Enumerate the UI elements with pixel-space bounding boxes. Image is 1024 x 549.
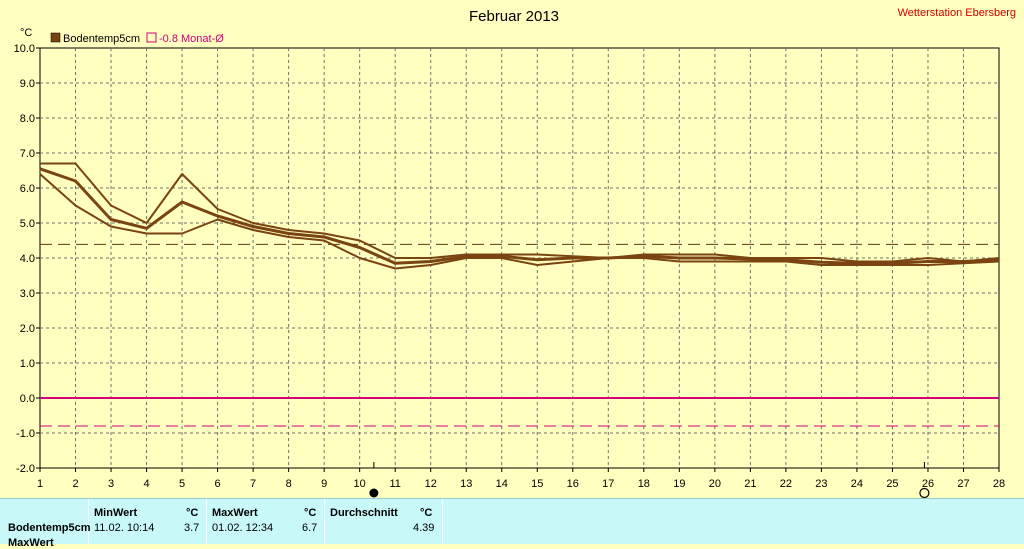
- y-tick-label: 2.0: [20, 323, 35, 335]
- y-tick-label: 4.0: [20, 253, 35, 265]
- row-label-bodentemp: Bodentemp5cm: [8, 522, 91, 534]
- x-tick-label: 17: [602, 478, 614, 490]
- x-tick-label: 7: [250, 478, 256, 490]
- chart: Februar 2013 Wetterstation Ebersberg °C …: [14, 7, 1016, 498]
- reference-lines: [40, 243, 999, 427]
- max-marker: [919, 487, 930, 498]
- y-tick-label: 10.0: [14, 43, 35, 55]
- x-tick-label: 19: [673, 478, 685, 490]
- x-tick-label: 11: [389, 478, 400, 490]
- series-line-min: [39, 173, 1000, 270]
- x-tick-label: 2: [72, 478, 78, 490]
- x-tick-label: 20: [709, 478, 721, 490]
- x-tick-label: 15: [531, 478, 543, 490]
- x-tick-label: 22: [780, 478, 792, 490]
- min-time: 11.02. 10:14: [94, 522, 155, 534]
- series-group: [39, 162, 1000, 270]
- y-axis: 10.0 9.0 8.0 7.0 6.0 5.0 4.0 3.0 2.0 1.0 0.0 -1.0 -2…: [14, 43, 40, 475]
- x-tick-label: 10: [354, 478, 366, 490]
- col-unit-min: °C: [186, 507, 199, 519]
- station-name: Wetterstation Ebersberg: [898, 7, 1016, 19]
- min-marker: [369, 488, 379, 498]
- max-time: 01.02. 12:34: [212, 522, 274, 534]
- x-tick-label: 25: [886, 478, 898, 490]
- col-header-max: MaxWert: [212, 507, 258, 519]
- col-header-avg: Durchschnitt: [330, 507, 398, 519]
- legend-swatch-monat: [146, 32, 157, 43]
- x-tick-label: 21: [744, 478, 756, 490]
- y-tick-label: 9.0: [20, 78, 35, 90]
- y-tick-label: 7.0: [20, 148, 35, 160]
- series-line-max: [40, 162, 1000, 263]
- y-tick-label: -1.0: [16, 428, 35, 440]
- y-tick-label: 8.0: [20, 113, 35, 125]
- y-tick-label: 5.0: [20, 218, 35, 230]
- y-axis-unit: °C: [20, 27, 32, 39]
- col-unit-max: °C: [304, 507, 317, 519]
- min-value: 3.7: [184, 522, 200, 534]
- x-tick-label: 26: [922, 478, 934, 490]
- max-value: 6.7: [302, 522, 318, 534]
- y-tick-label: 0.0: [20, 393, 35, 405]
- col-unit-avg: °C: [420, 507, 433, 519]
- x-tick-label: 9: [321, 478, 327, 490]
- avg-value: 4.39: [413, 522, 435, 534]
- y-tick-label: 3.0: [20, 288, 35, 300]
- x-tick-label: 23: [815, 478, 827, 490]
- x-tick-label: 13: [460, 478, 472, 490]
- chart-title: Februar 2013: [469, 8, 559, 25]
- x-tick-label: 27: [957, 478, 969, 490]
- x-tick-label: 24: [851, 478, 863, 490]
- x-tick-label: 1: [37, 478, 43, 490]
- x-tick-label: 28: [993, 478, 1005, 490]
- row-label-maxwert: MaxWert: [8, 537, 54, 549]
- legend-label-monat: -0.8 Monat-Ø: [159, 33, 224, 45]
- x-tick-label: 5: [179, 478, 185, 490]
- x-tick-label: 12: [425, 478, 437, 490]
- x-tick-label: 3: [108, 478, 114, 490]
- legend-label-bodentemp: Bodentemp5cm: [63, 33, 140, 45]
- y-tick-label: 6.0: [20, 183, 35, 195]
- x-tick-label: 18: [638, 478, 650, 490]
- series-line-mean: [39, 167, 1000, 265]
- legend-swatch-bodentemp: [50, 32, 61, 43]
- y-tick-label: -2.0: [16, 463, 35, 475]
- x-tick-label: 16: [567, 478, 579, 490]
- x-tick-label: 14: [496, 478, 508, 490]
- marker-group: [369, 462, 930, 498]
- x-axis: 1 2 3 4 5 6 7 8 9 10 11 12 13 14 15 16 17 18 19 20 21 22 23 24 2…: [37, 468, 1005, 490]
- stats-panel: MinWert °C MaxWert °C Durchschnitt °C Bo…: [0, 498, 1024, 549]
- col-header-min: MinWert: [94, 507, 138, 519]
- y-tick-label: 1.0: [20, 358, 35, 370]
- x-tick-label: 8: [286, 478, 292, 490]
- x-tick-label: 6: [215, 478, 221, 490]
- x-tick-label: 4: [143, 478, 149, 490]
